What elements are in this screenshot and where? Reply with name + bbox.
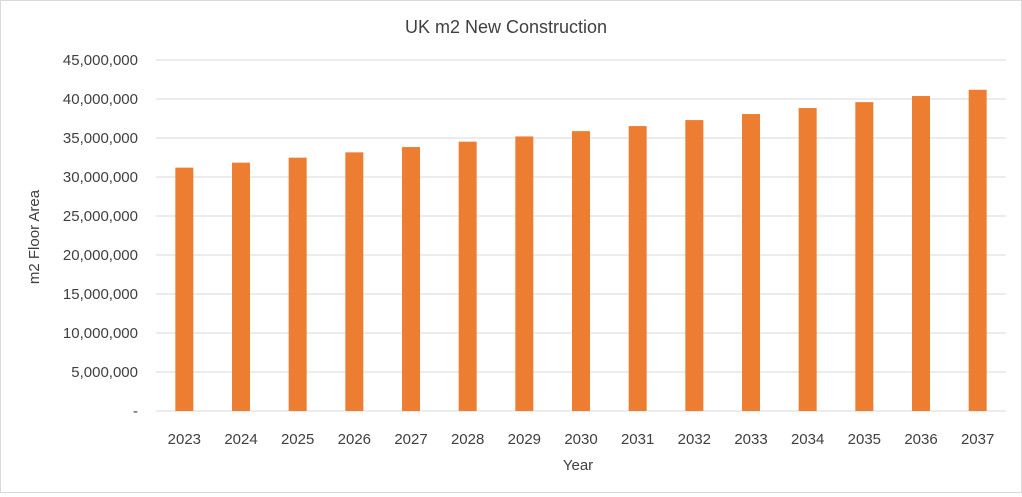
bar-2037	[968, 89, 987, 412]
bar-2023	[175, 167, 194, 411]
x-tick-label: 2024	[224, 431, 257, 448]
x-tick-label: 2026	[338, 431, 371, 448]
x-tick-label: 2028	[451, 431, 484, 448]
x-axis-label: Year	[563, 457, 593, 474]
bar-2036	[912, 96, 930, 411]
x-tick-label: 2029	[508, 431, 541, 448]
y-tick-label: 25,000,000	[63, 208, 138, 225]
bar-2030	[572, 131, 590, 412]
y-tick-label: 10,000,000	[63, 325, 138, 342]
y-tick-label: 30,000,000	[63, 169, 138, 186]
y-tick-label: 15,000,000	[63, 286, 138, 303]
x-tick-label: 2035	[848, 431, 881, 448]
bar-2034	[798, 108, 817, 411]
bar-2032	[685, 120, 704, 411]
x-tick-label: 2034	[791, 431, 824, 448]
x-tick-label: 2023	[168, 431, 201, 448]
bar-2033	[742, 114, 760, 411]
bar-2031	[628, 126, 647, 411]
x-tick-label: 2033	[734, 431, 767, 448]
x-tick-label: 2031	[621, 431, 654, 448]
chart-title: UK m2 New Construction	[405, 17, 607, 37]
bar-2026	[345, 152, 364, 412]
bar-2028	[458, 141, 477, 411]
x-tick-label: 2032	[678, 431, 711, 448]
y-tick-label: 20,000,000	[63, 247, 138, 264]
y-tick-label: 40,000,000	[63, 91, 138, 108]
x-tick-label: 2036	[904, 431, 937, 448]
bar-2025	[288, 157, 307, 411]
y-tick-label: 45,000,000	[63, 52, 138, 69]
x-tick-label: 2025	[281, 431, 314, 448]
y-tick-label: 35,000,000	[63, 130, 138, 147]
bar-2029	[515, 136, 534, 411]
x-tick-label: 2030	[564, 431, 597, 448]
x-tick-label: 2027	[394, 431, 427, 448]
bar-2024	[232, 162, 250, 411]
bar-2027	[402, 147, 420, 411]
bar-2035	[855, 102, 874, 412]
y-tick-label: -	[133, 403, 138, 420]
y-tick-label: 5,000,000	[71, 364, 138, 381]
y-axis-label: m2 Floor Area	[26, 189, 43, 284]
x-tick-label: 2037	[961, 431, 994, 448]
